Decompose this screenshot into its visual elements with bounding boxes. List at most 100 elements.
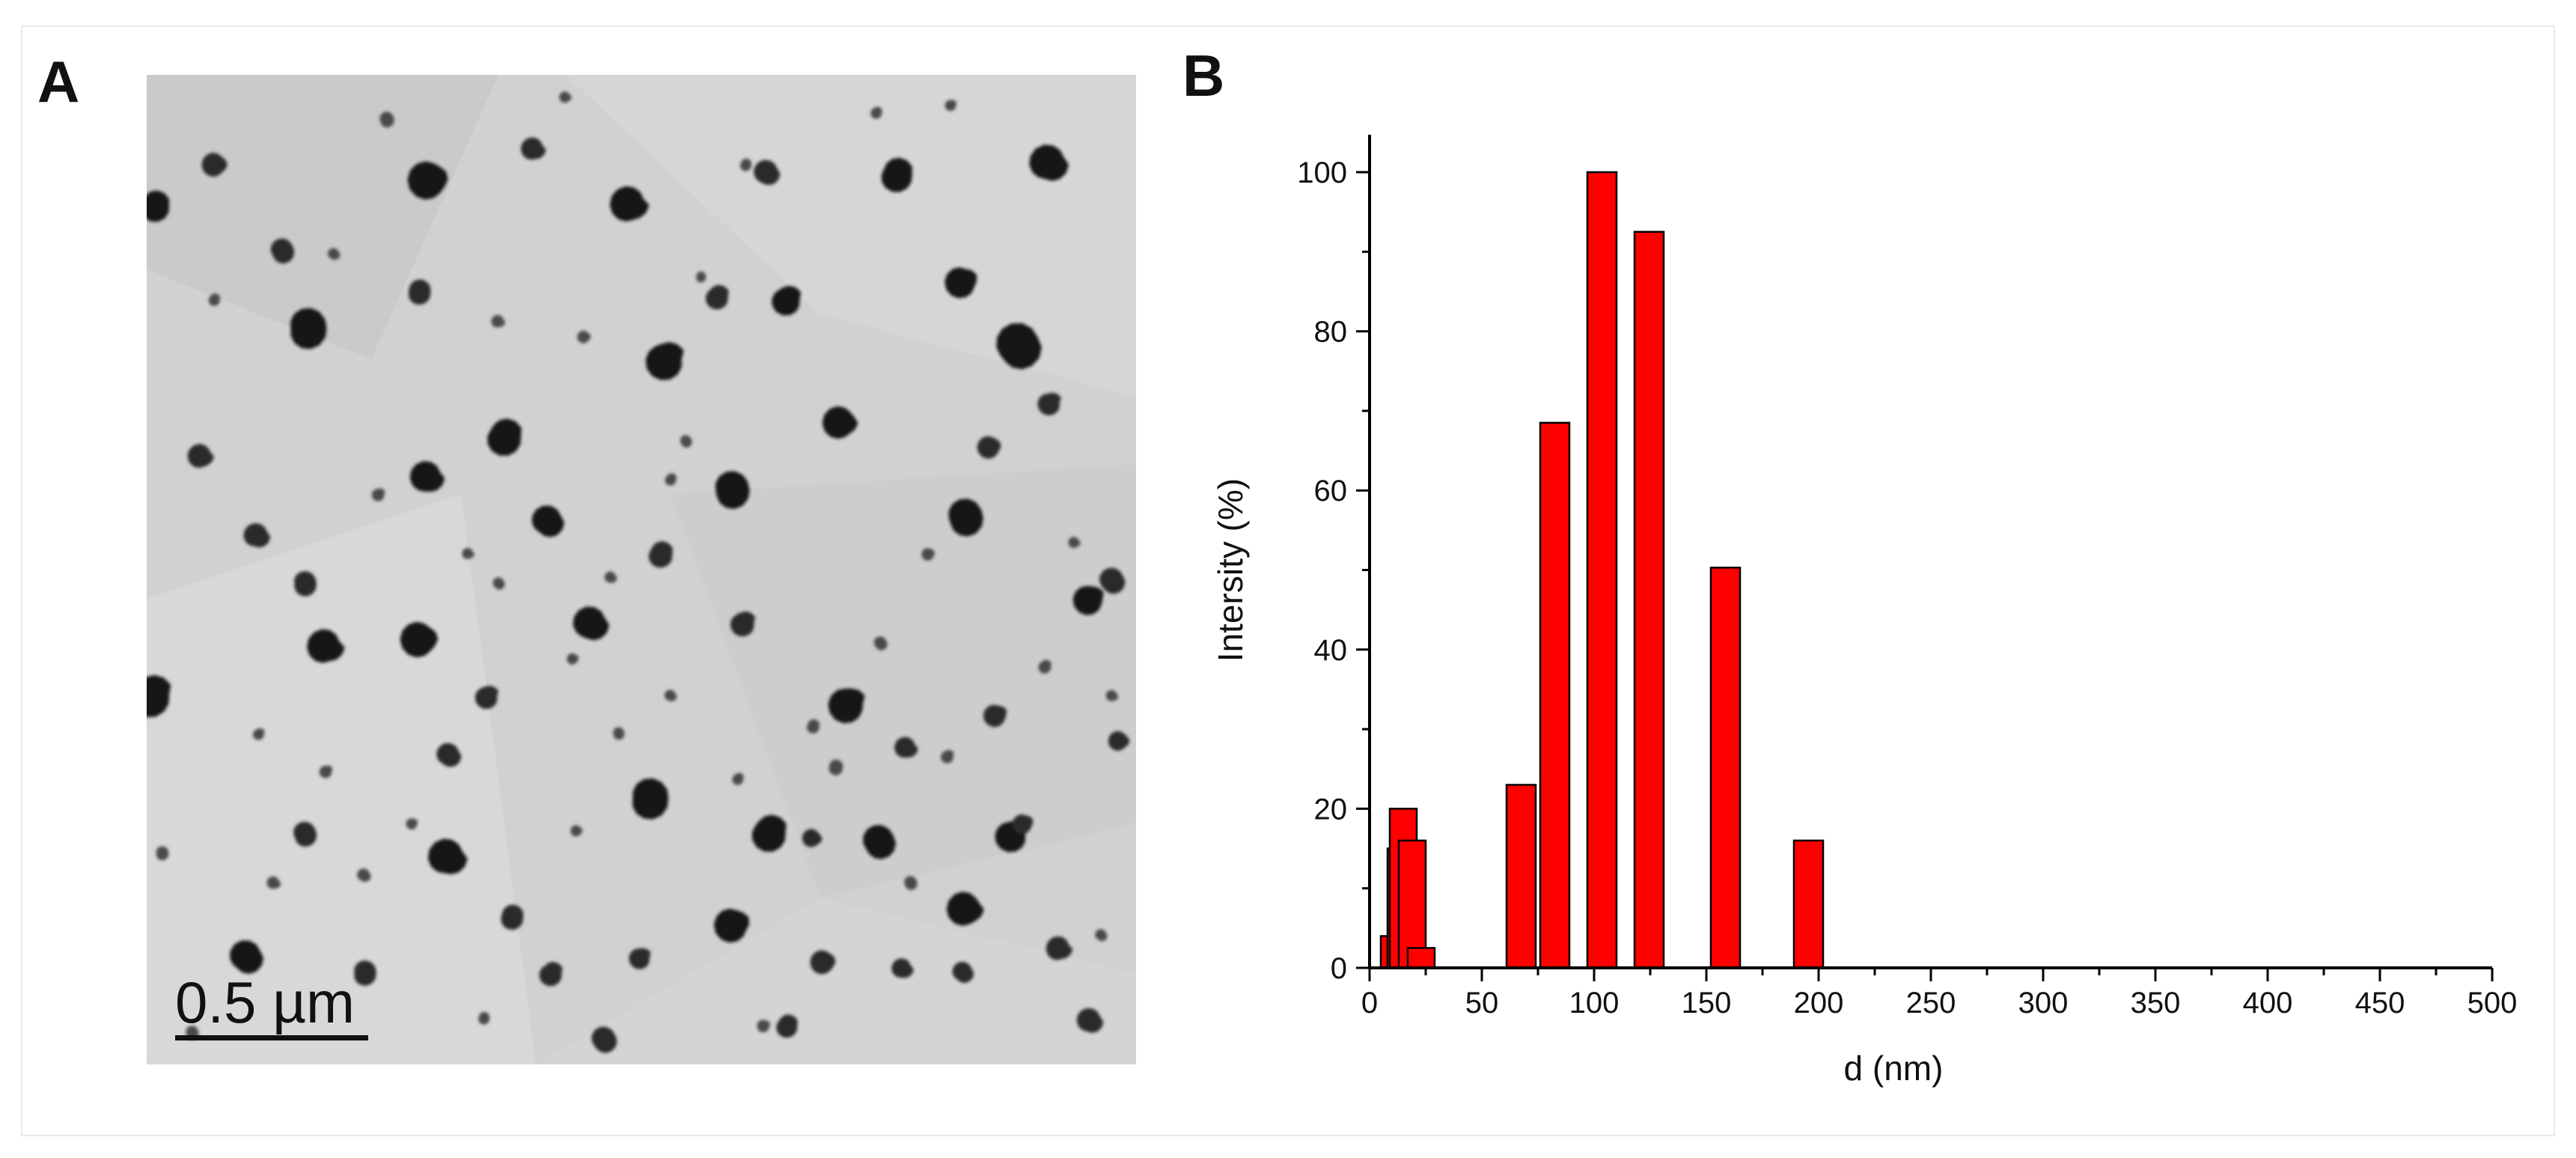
x-tick-label: 250 xyxy=(1906,987,1956,1020)
nanoparticle xyxy=(427,838,468,874)
nanoparticle xyxy=(632,778,669,820)
nanoparticle xyxy=(757,1020,770,1033)
x-tick-label: 450 xyxy=(2355,987,2405,1020)
nanoparticle xyxy=(977,436,1001,459)
nanoparticle xyxy=(230,940,264,974)
nanoparticle xyxy=(664,689,677,701)
nanoparticle xyxy=(828,688,865,724)
y-tick-label: 40 xyxy=(1314,634,1348,667)
nanoparticle xyxy=(810,950,836,975)
x-tick-label: 350 xyxy=(2131,987,2181,1020)
nanoparticle xyxy=(713,908,750,943)
y-tick-label: 100 xyxy=(1297,156,1347,189)
nanoparticle xyxy=(822,406,858,439)
x-tick-label: 0 xyxy=(1361,987,1378,1020)
nanoparticle xyxy=(904,876,918,891)
nanoparticle xyxy=(609,186,650,222)
nanoparticle xyxy=(520,137,546,160)
nanoparticle xyxy=(243,523,271,548)
nanoparticle xyxy=(730,611,756,637)
nanoparticle xyxy=(408,279,431,305)
nanoparticle xyxy=(772,285,802,316)
x-tick-label: 100 xyxy=(1569,987,1620,1020)
nanoparticle xyxy=(946,892,984,926)
nanoparticle xyxy=(891,958,914,978)
nanoparticle xyxy=(567,653,579,665)
nanoparticle xyxy=(307,629,345,663)
nanoparticle xyxy=(531,505,565,537)
nanoparticle xyxy=(944,267,977,299)
nanoparticle xyxy=(501,904,524,930)
nanoparticle xyxy=(629,948,651,969)
panel-a-label: A xyxy=(37,49,80,115)
nanoparticle xyxy=(591,1026,617,1053)
x-tick-label: 500 xyxy=(2467,987,2518,1020)
nanoparticle xyxy=(492,577,505,590)
nanoparticle xyxy=(409,461,445,492)
nanoparticle xyxy=(873,636,888,650)
nanoparticle xyxy=(1068,537,1081,549)
nanoparticle xyxy=(208,293,220,306)
nanoparticle xyxy=(156,846,169,861)
nanoparticle xyxy=(1099,567,1126,594)
nanoparticle xyxy=(1095,929,1108,942)
histogram-bar-5 xyxy=(1406,947,1436,969)
nanoparticle xyxy=(354,960,376,986)
nanoparticle xyxy=(1037,392,1061,415)
nanoparticle xyxy=(952,962,974,984)
histogram-bar-10 xyxy=(1709,567,1742,969)
histogram-bar-6 xyxy=(1505,784,1537,969)
nanoparticle xyxy=(577,330,591,344)
nanoparticle xyxy=(604,571,617,583)
nanoparticle xyxy=(996,323,1042,370)
nanoparticle xyxy=(881,157,912,192)
nanoparticle xyxy=(944,100,957,112)
nanoparticle xyxy=(1108,731,1130,752)
scale-bar xyxy=(175,1035,368,1040)
histogram-bar-7 xyxy=(1539,421,1571,969)
nanoparticle xyxy=(776,1014,798,1038)
histogram-bar-11 xyxy=(1792,839,1825,969)
nanoparticle xyxy=(147,674,171,717)
nanoparticle xyxy=(573,606,610,641)
nanoparticle xyxy=(665,473,677,486)
histogram-bar-8 xyxy=(1586,171,1618,969)
nanoparticle xyxy=(147,190,170,222)
nanoparticle xyxy=(1072,585,1104,615)
y-tick-label: 60 xyxy=(1314,475,1348,508)
x-tick-label: 50 xyxy=(1465,987,1499,1020)
nanoparticle xyxy=(696,271,706,283)
nanoparticle xyxy=(491,314,506,328)
nanoparticle xyxy=(478,1011,490,1025)
nanoparticle xyxy=(828,759,843,775)
x-tick-label: 400 xyxy=(2243,987,2293,1020)
y-tick-label: 20 xyxy=(1314,793,1348,826)
nanoparticle xyxy=(379,112,394,128)
nanoparticle xyxy=(436,743,462,767)
nanoparticle xyxy=(294,571,317,597)
bars-layer xyxy=(1379,171,1825,969)
nanoparticle xyxy=(266,876,281,889)
y-tick-label: 80 xyxy=(1314,316,1348,349)
nanoparticle xyxy=(201,152,228,177)
nanoparticle xyxy=(462,548,475,559)
nanoparticle xyxy=(754,159,781,186)
nanoparticle xyxy=(1046,936,1073,960)
nanoparticle xyxy=(187,444,215,469)
nanoparticle xyxy=(357,868,371,883)
tem-micrograph xyxy=(147,75,1136,1064)
nanoparticle xyxy=(921,548,935,561)
nanoparticle xyxy=(751,814,787,852)
nanoparticle xyxy=(648,541,673,568)
histogram-bar-9 xyxy=(1633,231,1665,969)
nanoparticle xyxy=(1038,659,1052,674)
y-axis-title: Intersity (%) xyxy=(1211,478,1250,662)
nanoparticle xyxy=(613,727,625,740)
nanoparticle xyxy=(400,621,439,658)
x-tick-label: 200 xyxy=(1794,987,1844,1020)
nanoparticle xyxy=(705,284,729,310)
nanoparticle xyxy=(270,238,295,264)
nanoparticle xyxy=(948,499,983,537)
nanoparticle xyxy=(807,719,820,734)
nanoparticle xyxy=(715,471,750,509)
